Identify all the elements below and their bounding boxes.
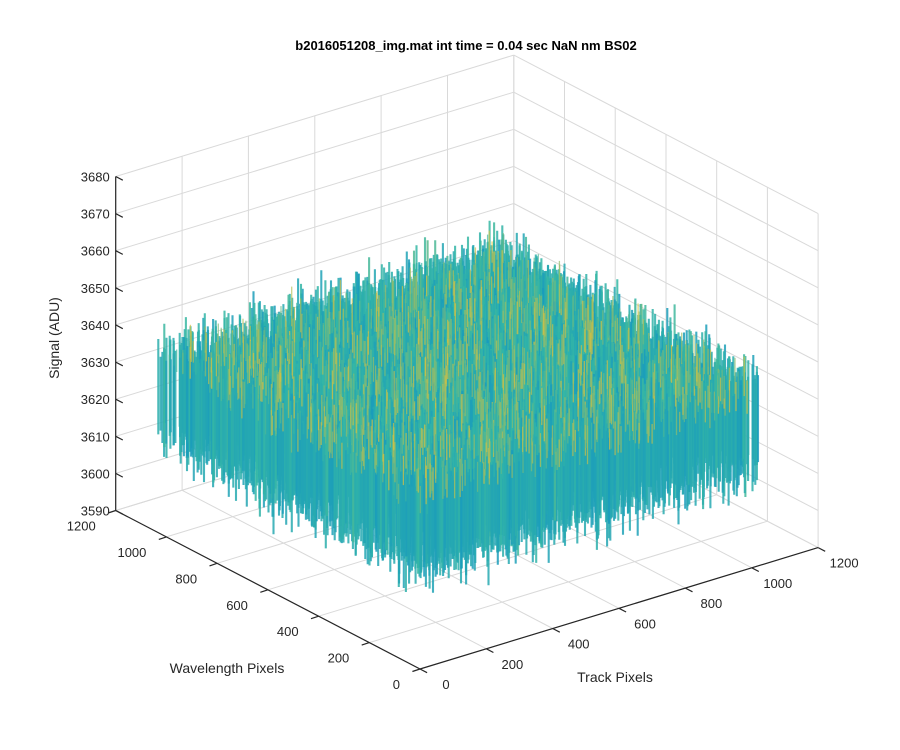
surface-plot	[157, 220, 760, 593]
back-wall-grid-line	[115, 203, 514, 326]
side-wall-grid-line	[513, 54, 819, 215]
back-wall-grid-line	[115, 165, 514, 289]
floor-grid-line	[369, 520, 768, 644]
back-wall-grid-line	[115, 128, 514, 252]
side-wall-grid-line	[513, 128, 819, 289]
side-wall-grid-line	[513, 165, 819, 326]
back-wall-grid-line	[115, 91, 514, 215]
side-wall-grid-line	[513, 203, 819, 363]
back-wall-grid-line	[115, 54, 514, 177]
side-wall-grid-line	[513, 91, 819, 252]
